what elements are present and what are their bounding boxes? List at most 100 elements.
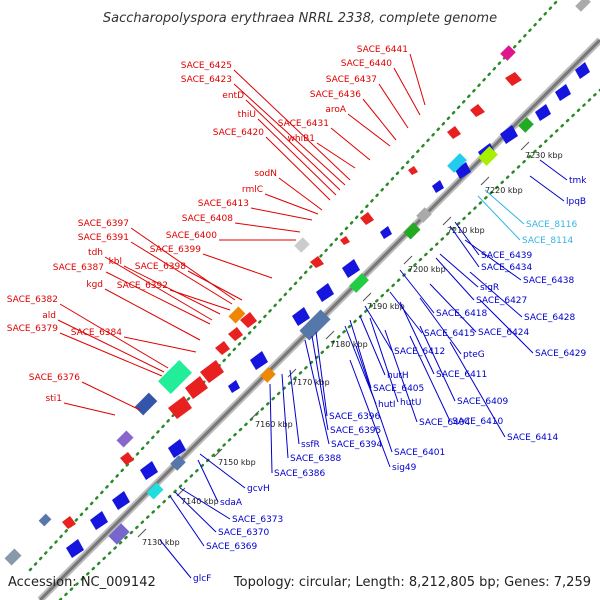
reverse-label-leader (349, 359, 391, 468)
forward-gene-label[interactable]: SACE_6425 (181, 61, 232, 71)
reverse-gene-label[interactable]: SACE_8114 (522, 236, 574, 246)
reverse-gene-label[interactable]: SACE_6438 (523, 276, 575, 286)
reverse-gene-label[interactable]: SACE_6424 (478, 328, 530, 338)
reverse-gene-label[interactable]: SACE_6439 (481, 251, 533, 261)
reverse-gene-label[interactable]: SACE_6414 (507, 433, 559, 443)
reverse-gene-label[interactable]: SACE_8116 (526, 220, 578, 230)
forward-gene (360, 212, 374, 225)
forward-gene (447, 126, 461, 139)
reverse-gene-label[interactable]: SACE_6405 (373, 384, 424, 394)
reverse-gene-label[interactable]: SACE_6427 (476, 296, 527, 306)
reverse-gene (380, 226, 392, 239)
reverse-label-leader (289, 369, 300, 445)
forward-gene-label[interactable]: thiU (238, 110, 256, 120)
forward-gene-label[interactable]: SACE_6441 (357, 45, 408, 55)
reverse-gene-label[interactable]: gcvH (247, 484, 270, 494)
reverse-gene-label[interactable]: glcF (193, 574, 211, 584)
forward-gene-label[interactable]: sti1 (46, 394, 62, 404)
reverse-gene-label[interactable]: SACE_6401 (394, 448, 445, 458)
forward-gene-label[interactable]: ald (42, 311, 56, 321)
forward-gene-label[interactable]: SACE_6400 (166, 231, 218, 241)
forward-gene-label[interactable]: kbl (109, 257, 122, 267)
reverse-gene-label[interactable]: sigR (480, 283, 499, 293)
reverse-gene-label[interactable]: SACE_6396 (329, 412, 381, 422)
reverse-gene-label[interactable]: SACE_6370 (218, 528, 270, 538)
reverse-gene-label[interactable]: SACE_6369 (206, 542, 258, 552)
reverse-gene-label[interactable]: SACE_6409 (457, 397, 509, 407)
forward-gene-label[interactable]: SACE_6391 (78, 233, 129, 243)
forward-gene-label[interactable]: whiB1 (288, 134, 315, 144)
forward-gene-label[interactable]: aroA (325, 105, 347, 115)
forward-gene-label[interactable]: SACE_6420 (213, 128, 265, 138)
reverse-gene-label[interactable]: sdaA (220, 498, 243, 508)
forward-gene-label[interactable]: SACE_6436 (310, 90, 362, 100)
forward-strand-genes (62, 72, 522, 529)
reverse-gene-label[interactable]: SACE_6404 (419, 418, 471, 428)
gene-block (518, 117, 534, 133)
gene-block (299, 309, 331, 341)
reverse-gene-label[interactable]: lpqB (566, 197, 586, 207)
reverse-gene-label[interactable]: pteG (463, 350, 485, 360)
forward-label-leader (264, 193, 319, 215)
reverse-gene-label[interactable]: hutI (378, 400, 396, 410)
forward-gene-label[interactable]: SACE_6399 (150, 245, 202, 255)
forward-gene-label[interactable]: SACE_6376 (29, 373, 81, 383)
forward-label-leader (265, 136, 331, 201)
forward-gene-label[interactable]: SACE_6384 (71, 328, 123, 338)
forward-label-leader (130, 241, 233, 305)
forward-gene-label[interactable]: tdh (88, 248, 103, 258)
forward-gene-labels: SACE_6441 SACE_6440 SACE_6437 SACE_6436 aroA… (7, 45, 408, 404)
gene-block (4, 548, 22, 566)
forward-gene (408, 166, 418, 175)
forward-gene-label[interactable]: sodN (254, 169, 277, 179)
forward-gene-label[interactable]: entD (222, 91, 244, 101)
forward-gene-label[interactable]: SACE_6397 (78, 219, 129, 229)
reverse-gene-label[interactable]: SACE_6410 (452, 417, 504, 427)
forward-gene-label[interactable]: SACE_6440 (341, 59, 393, 69)
reverse-gene-label[interactable]: ssfR (301, 440, 320, 450)
reverse-gene-label[interactable]: SACE_6388 (290, 454, 342, 464)
reverse-gene-label[interactable]: SACE_6395 (330, 426, 381, 436)
forward-gene-label[interactable]: SACE_6379 (7, 324, 59, 334)
reverse-label-leader (477, 195, 521, 241)
reverse-gene-label[interactable]: SACE_6386 (274, 469, 326, 479)
forward-gene-label[interactable]: kgd (86, 280, 103, 290)
forward-gene (185, 376, 208, 399)
forward-gene-label[interactable]: SACE_6437 (326, 75, 377, 85)
forward-gene-label[interactable]: SACE_6431 (278, 119, 329, 129)
reverse-gene-label[interactable]: SACE_6412 (394, 347, 445, 357)
reverse-gene-label[interactable]: SACE_6434 (481, 263, 533, 273)
reverse-label-leader (197, 459, 219, 503)
reverse-gene-label[interactable]: sig49 (392, 463, 417, 473)
forward-label-leader (409, 53, 426, 106)
forward-gene-label[interactable]: SACE_6392 (117, 281, 168, 291)
reverse-gene-label[interactable]: tmk (569, 176, 587, 186)
forward-gene-label[interactable]: SACE_6398 (135, 262, 187, 272)
reverse-gene-label[interactable]: hutU (400, 398, 422, 408)
forward-label-leader (234, 222, 301, 233)
reverse-gene-label[interactable]: SACE_6429 (535, 349, 587, 359)
gene-block (38, 513, 52, 527)
reverse-gene (112, 491, 130, 510)
reverse-gene-label[interactable]: SACE_6418 (436, 309, 488, 319)
forward-gene-label[interactable]: SACE_6423 (181, 75, 232, 85)
forward-gene-label[interactable]: SACE_6387 (53, 263, 104, 273)
forward-gene-label[interactable]: SACE_6382 (7, 295, 58, 305)
reverse-gene-label[interactable]: SACE_6411 (436, 370, 487, 380)
reverse-gene-label[interactable]: SACE_6373 (232, 515, 283, 525)
forward-gene-label[interactable]: SACE_6408 (182, 214, 234, 224)
gene-block (403, 222, 421, 240)
forward-gene (215, 341, 230, 355)
forward-gene-label[interactable]: rmlC (242, 185, 263, 195)
reverse-label-leader (281, 373, 289, 459)
reverse-label-leader (311, 335, 329, 431)
reverse-gene-label[interactable]: SACE_6394 (331, 440, 383, 450)
reverse-gene-label[interactable]: SACE_6415 (424, 329, 475, 339)
forward-label-leader (245, 99, 341, 191)
reverse-gene-label[interactable]: hutH (387, 371, 409, 381)
reverse-gene-label[interactable]: SACE_6428 (524, 313, 576, 323)
forward-gene-label[interactable]: SACE_6413 (198, 199, 249, 209)
reverse-gene (250, 351, 268, 370)
reverse-label-leader (449, 341, 506, 438)
forward-label-leader (57, 319, 165, 373)
